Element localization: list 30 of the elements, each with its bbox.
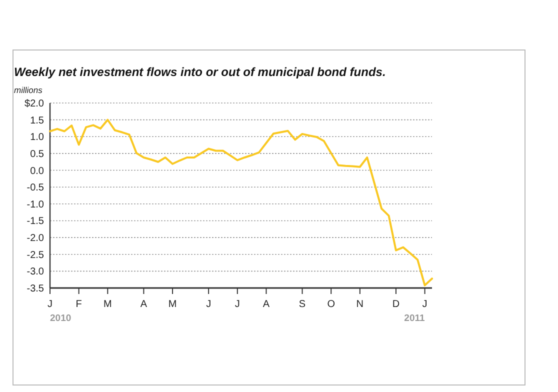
- x-tick-label: M: [168, 299, 177, 310]
- x-tick-label: A: [140, 299, 148, 310]
- x-tick-label: M: [103, 299, 112, 310]
- x-tick-label: N: [356, 299, 364, 310]
- x-tick-label: A: [262, 299, 270, 310]
- line-series: [49, 118, 433, 286]
- y-tick-label: -1.0: [26, 199, 44, 210]
- y-tick-label: -2.0: [26, 233, 44, 244]
- x-tick-label: J: [48, 299, 52, 310]
- x-tick-label: O: [327, 299, 336, 310]
- y-tick-label: 0.0: [30, 166, 44, 177]
- y-tick-label: $2.0: [24, 98, 44, 110]
- x-tick-label: F: [76, 299, 82, 310]
- y-axis-title: millions: [14, 85, 44, 95]
- y-tick-label: 1.5: [30, 115, 44, 126]
- y-tick-label: -3.5: [26, 284, 44, 294]
- text: 2010: [50, 313, 72, 324]
- text: 2011: [404, 313, 426, 324]
- y-tick-label: -3.0: [26, 266, 44, 278]
- y-tick-label: -1.5: [26, 216, 44, 228]
- x-tick-label: J: [206, 299, 212, 310]
- y-tick-label: 0.5: [30, 148, 44, 160]
- y-tick-label: -2.5: [26, 250, 44, 261]
- y-tick-label: 1.0: [30, 132, 44, 144]
- x-tick-label: J: [422, 299, 428, 310]
- y-tick-label: -0.5: [26, 182, 44, 194]
- x-tick-label: J: [234, 299, 240, 310]
- chart-title: Weekly net investment flows into or out of municipal bond funds.: [14, 65, 386, 79]
- x-tick-label: S: [298, 299, 306, 310]
- x-tick-label: D: [392, 299, 400, 310]
